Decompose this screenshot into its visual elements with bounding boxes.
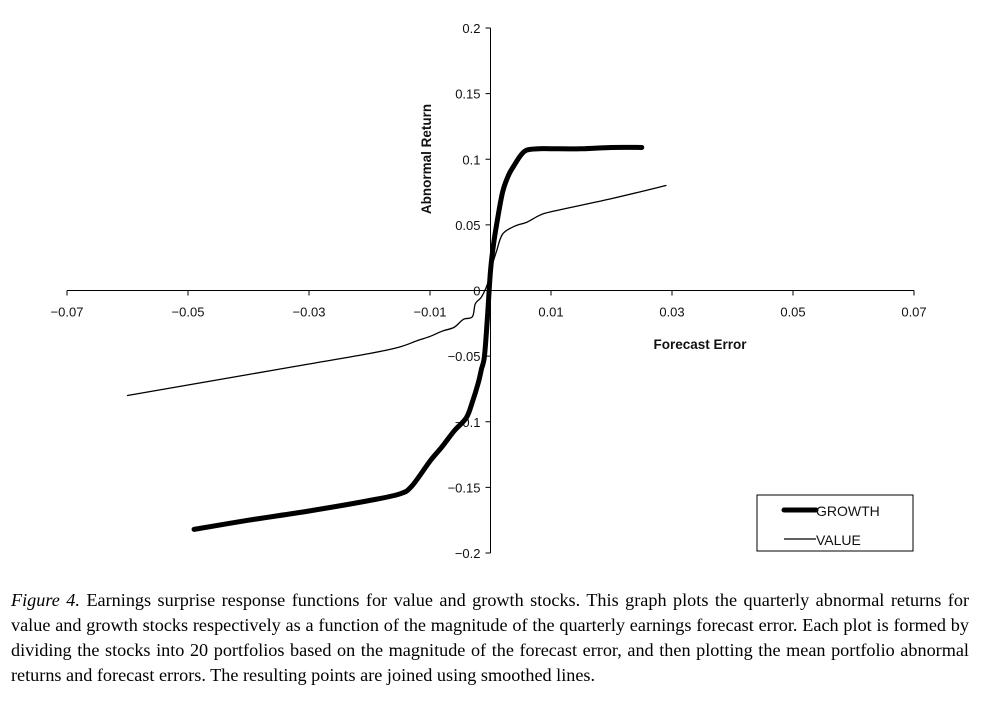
chart: −0.07 −0.05 −0.03 −0.01 0.01 0.03 0.05 0.07 0.2 0… [51,21,927,561]
y-tick-label: −0.05 [448,349,481,364]
x-tick-label: 0.03 [659,305,684,320]
legend: GROWTH VALUE [756,494,914,552]
x-tick-label: −0.01 [414,305,447,320]
x-tick-label: −0.03 [293,305,326,320]
legend-value-label: VALUE [816,532,861,548]
axes: −0.07 −0.05 −0.03 −0.01 0.01 0.03 0.05 0.07 0.2 0… [51,21,927,561]
caption-text: Earnings surprise response functions for… [11,590,970,685]
x-axis-title: Forecast Error [653,337,747,352]
y-tick-label: 0 [473,284,480,299]
y-tick-label: −0.15 [448,480,481,495]
value-series-line [126,184,667,397]
x-tick-label: 0.01 [538,305,563,320]
y-tick-label: 0.1 [462,152,480,167]
y-tick-label: −0.2 [455,546,481,561]
y-tick-label: 0.2 [462,21,480,36]
y-tick-label: 0.05 [455,218,480,233]
x-tick-label: −0.07 [51,305,84,320]
figure-label: Figure 4. [11,590,80,610]
line-chart-svg: −0.07 −0.05 −0.03 −0.01 0.01 0.03 0.05 0.07 0.2 0… [51,21,927,561]
legend-growth-label: GROWTH [816,503,880,519]
growth-series-line [191,144,645,532]
x-tick-label: −0.05 [172,305,205,320]
y-tick-label: 0.15 [455,87,480,102]
y-axis-title: Abnormal Return [419,104,434,214]
x-tick-label: 0.07 [901,305,926,320]
series [126,144,667,532]
legend-box [756,494,914,552]
figure-caption: Figure 4. Earnings surprise response fun… [11,588,969,688]
axis-labels: Forecast Error Abnormal Return [419,104,747,352]
x-tick-label: 0.05 [780,305,805,320]
